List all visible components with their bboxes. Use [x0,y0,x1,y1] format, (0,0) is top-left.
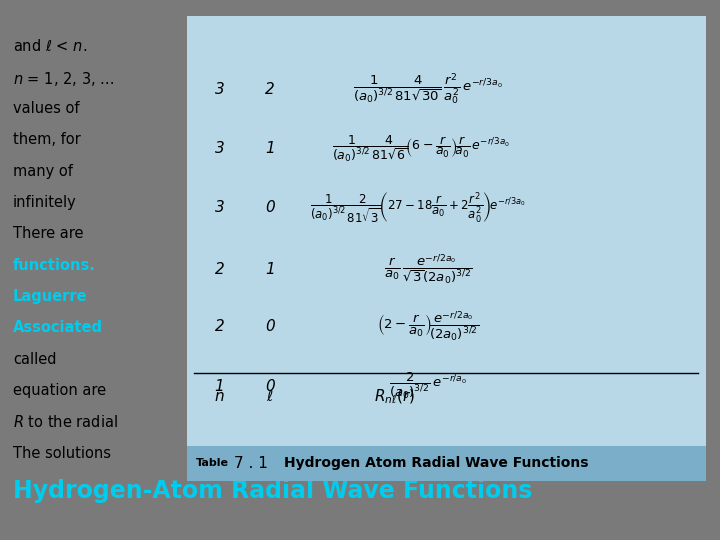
Text: 2: 2 [215,319,225,334]
Text: The solutions: The solutions [13,446,111,461]
Text: Laguerre: Laguerre [13,289,88,304]
Text: $\dfrac{1}{(a_0)^{3/2}}\dfrac{2}{81\sqrt{3}}\!\left(27-18\dfrac{r}{a_0}+2\dfrac{: $\dfrac{1}{(a_0)^{3/2}}\dfrac{2}{81\sqrt… [310,191,526,225]
Text: 1: 1 [265,141,275,156]
Text: values of: values of [13,101,79,116]
Text: many of: many of [13,164,73,179]
Text: Hydrogen Atom Radial Wave Functions: Hydrogen Atom Radial Wave Functions [284,456,589,470]
Text: 1: 1 [265,262,275,278]
Text: equation are: equation are [13,383,106,398]
Text: 3: 3 [215,82,225,97]
Bar [187,16,706,481]
Text: and $\ell$ < $n$.: and $\ell$ < $n$. [13,38,87,55]
Text: 0: 0 [265,379,275,394]
Text: functions.: functions. [13,258,96,273]
Text: $n$ = 1, 2, 3, …: $n$ = 1, 2, 3, … [13,70,114,87]
Text: 2: 2 [215,262,225,278]
Text: them, for: them, for [13,132,81,147]
Text: $\dfrac{2}{(a_0)^{3/2}}\,e^{-r/a_0}$: $\dfrac{2}{(a_0)^{3/2}}\,e^{-r/a_0}$ [390,371,467,401]
Text: Associated: Associated [13,320,103,335]
Text: Table: Table [196,458,229,468]
Text: $R_{n\ell}(r)$: $R_{n\ell}(r)$ [374,388,415,406]
Text: $\dfrac{1}{(a_0)^{3/2}}\dfrac{4}{81\sqrt{6}}\!\left(6-\dfrac{r}{a_0}\right)\!\df: $\dfrac{1}{(a_0)^{3/2}}\dfrac{4}{81\sqrt… [332,133,510,164]
Text: 3: 3 [215,200,225,215]
Text: 2: 2 [265,82,275,97]
Text: 0: 0 [265,319,275,334]
Text: 1: 1 [215,379,225,394]
Text: $\left(2-\dfrac{r}{a_0}\right)\!\dfrac{e^{-r/2a_0}}{(2a_0)^{3/2}}$: $\left(2-\dfrac{r}{a_0}\right)\!\dfrac{e… [377,309,480,344]
Text: 7 . 1: 7 . 1 [234,456,268,470]
Text: called: called [13,352,56,367]
Text: $\ell$: $\ell$ [266,389,274,404]
Text: 3: 3 [215,141,225,156]
Text: There are: There are [13,226,84,241]
Bar [187,446,706,481]
Text: Hydrogen-Atom Radial Wave Functions: Hydrogen-Atom Radial Wave Functions [13,480,532,503]
Text: infinitely: infinitely [13,195,77,210]
Text: $\dfrac{r}{a_0}\,\dfrac{e^{-r/2a_0}}{\sqrt{3}(2a_0)^{3/2}}$: $\dfrac{r}{a_0}\,\dfrac{e^{-r/2a_0}}{\sq… [384,253,472,287]
Text: $R$ to the radial: $R$ to the radial [13,414,118,430]
Text: 0: 0 [265,200,275,215]
Text: $\dfrac{1}{(a_0)^{3/2}}\dfrac{4}{81\sqrt{30}}\,\dfrac{r^2}{a_0^2}\,e^{-r/3a_0}$: $\dfrac{1}{(a_0)^{3/2}}\dfrac{4}{81\sqrt… [354,71,503,107]
Text: $n$: $n$ [215,389,225,404]
